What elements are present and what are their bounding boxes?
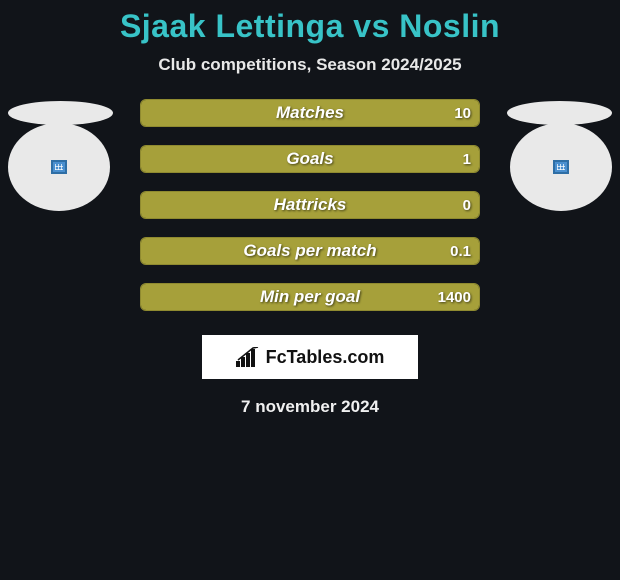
stat-bar: Min per goal1400	[140, 283, 480, 311]
stat-bar: Goals per match0.1	[140, 237, 480, 265]
stat-label: Matches	[141, 103, 479, 123]
stat-row: Goals1	[0, 145, 620, 191]
stat-value-right: 0.1	[450, 243, 471, 260]
stat-bar: Matches10	[140, 99, 480, 127]
stat-label: Goals per match	[141, 241, 479, 261]
logo-box: FcTables.com	[202, 335, 418, 379]
date-text: 7 november 2024	[0, 397, 620, 417]
stat-value-right: 10	[454, 105, 471, 122]
stat-bar: Hattricks0	[140, 191, 480, 219]
stat-label: Min per goal	[141, 287, 479, 307]
stats-area: Matches10Goals1Hattricks0Goals per match…	[0, 99, 620, 329]
stat-label: Hattricks	[141, 195, 479, 215]
stat-value-right: 1	[463, 151, 471, 168]
fctables-icon	[236, 347, 260, 367]
stat-bar: Goals1	[140, 145, 480, 173]
placeholder-crest-icon	[553, 160, 569, 174]
placeholder-crest-icon	[51, 160, 67, 174]
subtitle: Club competitions, Season 2024/2025	[0, 55, 620, 75]
stat-row: Hattricks0	[0, 191, 620, 237]
logo-text: FcTables.com	[266, 347, 385, 368]
stat-row: Min per goal1400	[0, 283, 620, 329]
stat-value-right: 1400	[438, 289, 471, 306]
ellipse-right	[507, 101, 612, 125]
page-title: Sjaak Lettinga vs Noslin	[0, 0, 620, 45]
stat-value-right: 0	[463, 197, 471, 214]
ellipse-left	[8, 101, 113, 125]
stat-label: Goals	[141, 149, 479, 169]
stat-row: Goals per match0.1	[0, 237, 620, 283]
